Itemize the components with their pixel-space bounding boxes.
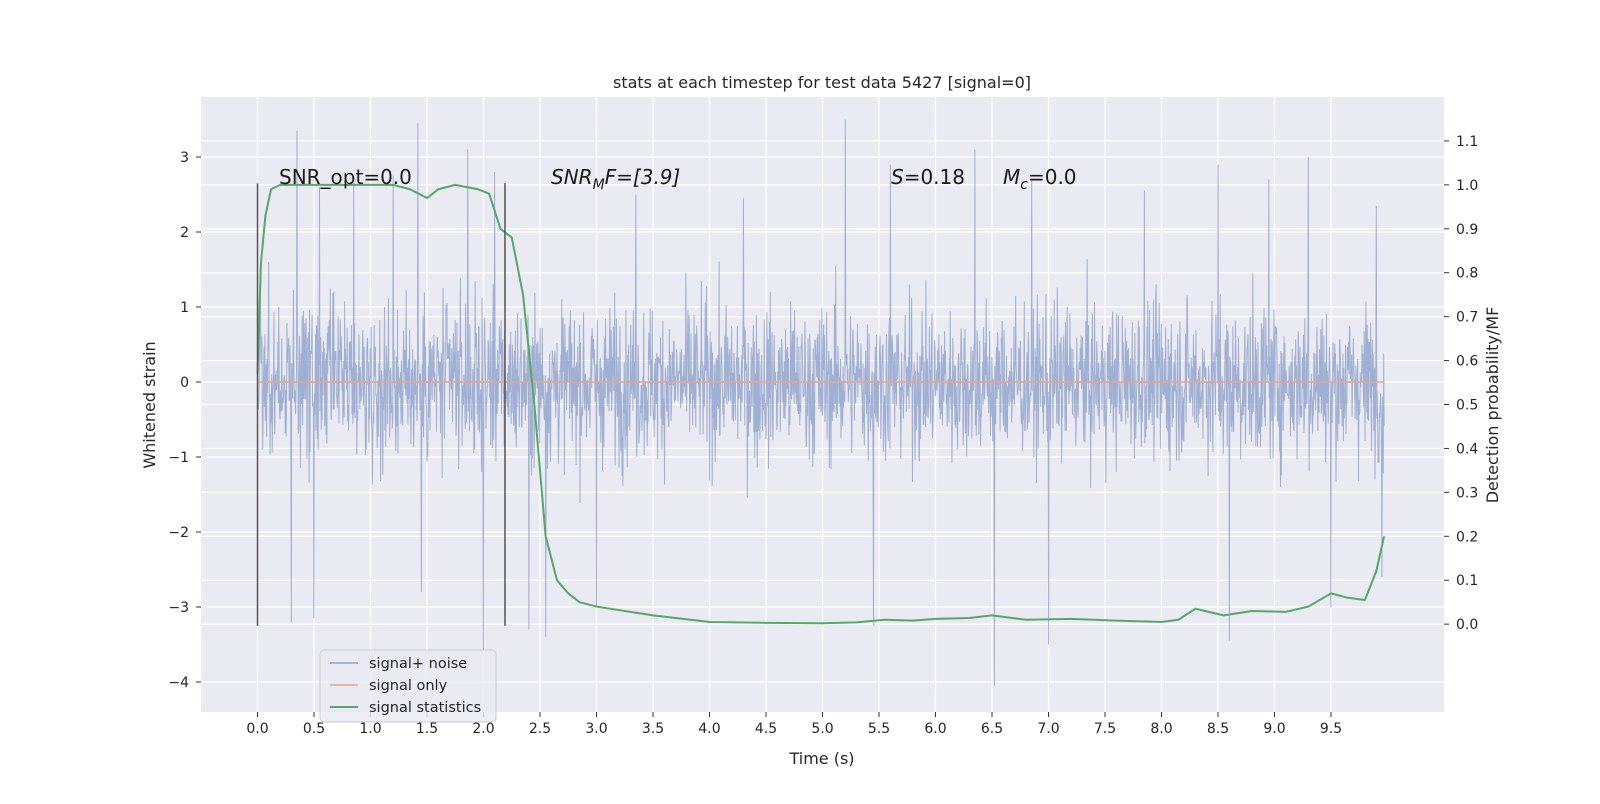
x-tick-label-1: 0.5 — [303, 721, 325, 737]
x-tick-label-8: 4.0 — [698, 721, 720, 737]
y-right-tick-label-9: 0.9 — [1456, 222, 1478, 238]
y-left-tick-label-3: −1 — [168, 450, 189, 466]
x-tick-label-0: 0.0 — [246, 721, 268, 737]
y-right-tick-label-6: 0.6 — [1456, 354, 1478, 370]
y-right-tick-label-10: 1.0 — [1456, 178, 1478, 194]
x-tick-label-5: 2.5 — [529, 721, 551, 737]
line-series-layer — [256, 183, 1386, 625]
x-tick-label-3: 1.5 — [416, 721, 438, 737]
x-tick-label-13: 6.5 — [981, 721, 1003, 737]
legend-box — [319, 649, 497, 723]
y-right-tick-label-11: 1.1 — [1456, 134, 1478, 150]
y-left-tick-label-7: 3 — [180, 150, 189, 166]
y-right-tick-label-5: 0.5 — [1456, 398, 1478, 414]
y-right-tick-label-2: 0.2 — [1456, 529, 1478, 545]
x-tick-label-12: 6.0 — [924, 721, 946, 737]
x-tick-label-6: 3.0 — [585, 721, 607, 737]
y-left-tick-label-5: 1 — [180, 300, 189, 316]
y-left-tick-label-0: −4 — [168, 675, 189, 691]
x-tick-label-15: 7.5 — [1094, 721, 1116, 737]
x-tick-label-14: 7.0 — [1037, 721, 1059, 737]
y-right-tick-label-0: 0.0 — [1456, 617, 1478, 633]
chart-title: stats at each timestep for test data 542… — [613, 73, 1031, 92]
annotation-s: S=0.18 — [891, 165, 965, 189]
x-tick-label-2: 1.0 — [359, 721, 381, 737]
tick-labels-layer: 0.0 0.5 1.0 1.5 2.0 2.5 3.0 3.5 4.0 4.5 5.0 5.5 6.0 6… — [168, 134, 1478, 737]
series-signal-noise-line — [257, 119, 1385, 686]
x-tick-label-16: 8.0 — [1150, 721, 1172, 737]
x-tick-label-11: 5.5 — [868, 721, 890, 737]
y-axis-label-left: Whitened strain — [140, 341, 159, 468]
x-tick-label-18: 9.0 — [1263, 721, 1285, 737]
x-axis-label: Time (s) — [788, 749, 854, 768]
legend: signal+ noise signal only signal statist… — [319, 649, 497, 723]
y-right-tick-label-8: 0.8 — [1456, 266, 1478, 282]
y-axis-label-right: Detection probability/MF — [1483, 307, 1502, 504]
x-tick-label-19: 9.5 — [1320, 721, 1342, 737]
y-left-tick-label-6: 2 — [180, 225, 189, 241]
x-tick-label-4: 2.0 — [472, 721, 494, 737]
y-right-tick-label-1: 0.1 — [1456, 573, 1478, 589]
annotation-snr-mf: SNRMF=[3.9] — [551, 165, 680, 193]
y-left-tick-label-2: −2 — [168, 525, 189, 541]
annotation-snr-opt: SNR_opt=0.0 — [279, 165, 412, 189]
y-left-tick-label-1: −3 — [168, 600, 189, 616]
x-tick-label-7: 3.5 — [642, 721, 664, 737]
x-tick-label-10: 5.0 — [811, 721, 833, 737]
legend-label-signal-only: signal only — [369, 678, 448, 694]
y-right-tick-label-4: 0.4 — [1456, 441, 1478, 457]
y-left-tick-label-4: 0 — [180, 375, 189, 391]
x-tick-label-9: 4.5 — [755, 721, 777, 737]
vertical-marker-layer — [256, 183, 506, 626]
legend-label-signal-statistics: signal statistics — [369, 700, 481, 716]
noise-series-layer — [257, 119, 1385, 686]
y-right-tick-label-7: 0.7 — [1456, 310, 1478, 326]
y-right-tick-label-3: 0.3 — [1456, 485, 1478, 501]
annotation-mc: Mc=0.0 — [1003, 165, 1077, 193]
legend-label-signal-noise: signal+ noise — [369, 656, 467, 672]
x-tick-label-17: 8.5 — [1207, 721, 1229, 737]
series-signal-statistics-line — [256, 183, 1386, 625]
